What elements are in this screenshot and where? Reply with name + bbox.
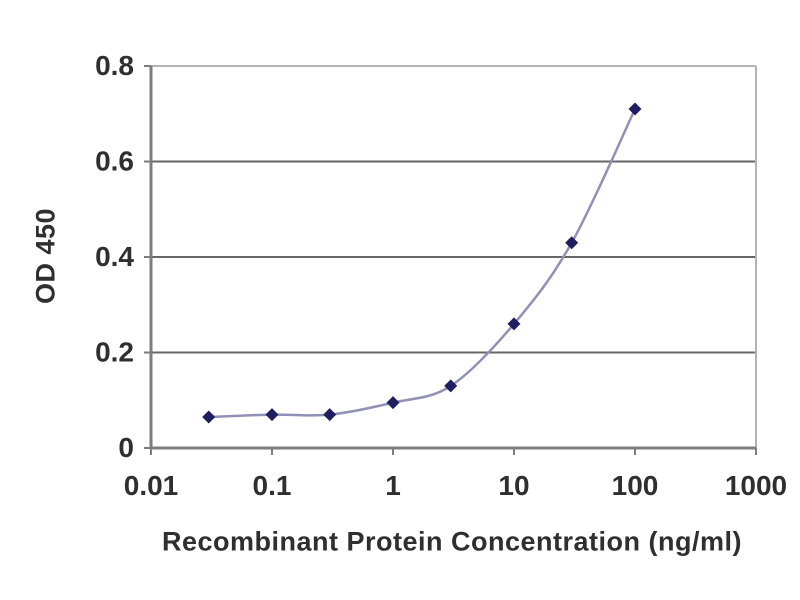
- data-point-marker-3: [444, 379, 458, 393]
- data-point-marker-0.03: [202, 410, 216, 424]
- x-tick-label-0.1: 0.1: [253, 470, 292, 501]
- data-point-marker-0.1: [265, 408, 279, 422]
- y-tick-label-0.4: 0.4: [95, 241, 134, 272]
- standard-curve-line: [208, 108, 637, 419]
- y-tick-label-0.6: 0.6: [95, 146, 134, 177]
- y-tick-label-0: 0: [118, 432, 134, 463]
- y-tick-label-0.2: 0.2: [95, 337, 134, 368]
- data-point-marker-0.3: [323, 408, 337, 422]
- data-point-marker-1: [386, 396, 400, 410]
- data-point-marker-100: [628, 102, 642, 116]
- x-tick-label-10: 10: [498, 470, 529, 501]
- data-point-marker-10: [507, 317, 521, 331]
- x-axis-title: Recombinant Protein Concentration (ng/ml…: [161, 526, 743, 557]
- data-point-marker-30: [565, 236, 579, 250]
- x-tick-label-1000: 1000: [725, 470, 787, 501]
- y-tick-label-0.8: 0.8: [95, 50, 134, 81]
- y-axis-title: OD 450: [30, 207, 61, 305]
- x-tick-label-100: 100: [612, 470, 659, 501]
- x-tick-label-1: 1: [385, 470, 401, 501]
- x-tick-label-0.01: 0.01: [124, 470, 179, 501]
